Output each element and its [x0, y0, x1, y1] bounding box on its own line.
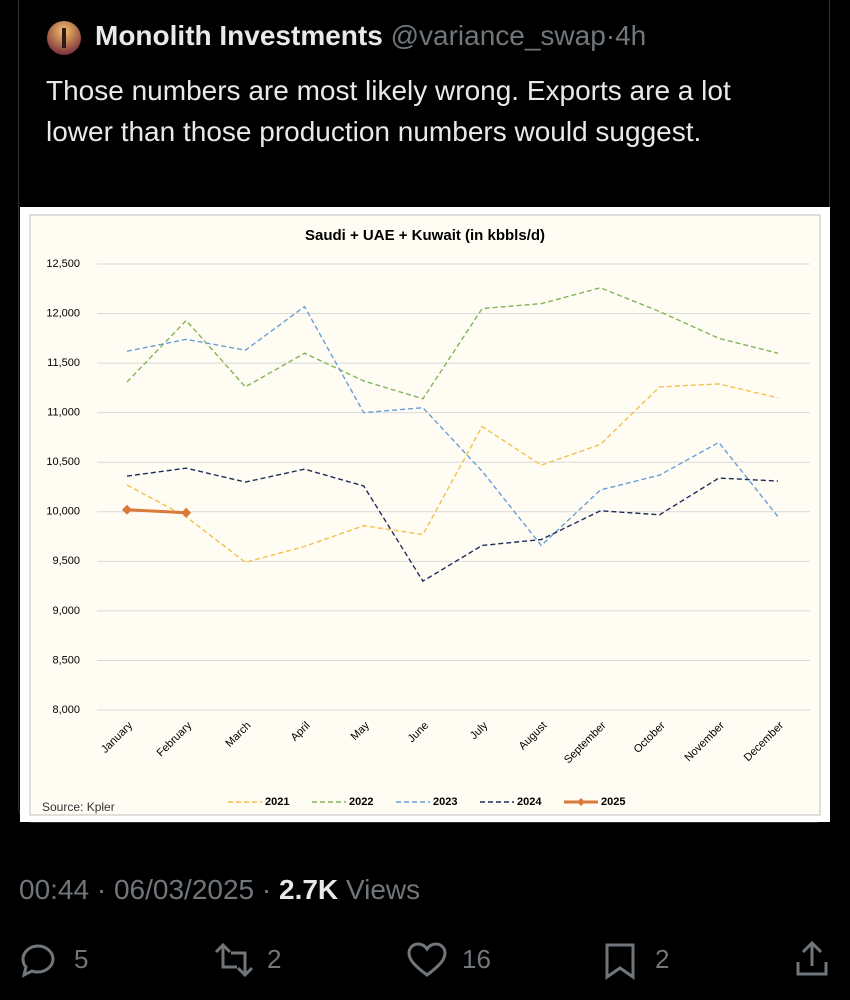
y-tick-label: 10,000: [46, 506, 80, 518]
separator: ·: [261, 874, 272, 905]
reply-count: 5: [74, 944, 89, 974]
post-time: 00:44: [19, 874, 90, 905]
view-count: 2.7K: [279, 874, 339, 905]
series-line: [126, 508, 187, 515]
chart-title: Saudi + UAE + Kuwait (in kbbls/d): [305, 227, 545, 244]
series-marker: [181, 507, 192, 518]
tweet-meta: 00:44 · 06/03/2025 · 2.7K Views: [19, 874, 420, 906]
series-line: [126, 305, 779, 547]
series-marker: [122, 504, 132, 515]
series-line: [126, 383, 779, 564]
tweet-age[interactable]: 4h: [615, 20, 647, 51]
series-line: [126, 287, 779, 400]
tweet-text: Those numbers are most likely wrong. Exp…: [46, 75, 731, 147]
legend-label: 2025: [601, 796, 625, 808]
like-icon[interactable]: [407, 942, 447, 978]
y-tick-label: 8,000: [52, 704, 80, 716]
y-tick-label: 10,500: [46, 456, 80, 468]
legend-label: 2021: [265, 796, 289, 808]
post-date: 06/03/2025: [113, 874, 255, 905]
repost-icon[interactable]: [212, 942, 256, 978]
y-tick-label: 9,000: [52, 605, 80, 617]
y-tick-label: 11,000: [47, 407, 80, 419]
author-name[interactable]: Monolith Investments: [95, 20, 383, 51]
legend-label: 2024: [517, 796, 542, 808]
bookmark-count: 2: [655, 944, 670, 974]
repost-count: 2: [267, 944, 282, 974]
chart-source: Source: Kpler: [42, 800, 115, 814]
avatar[interactable]: [46, 20, 82, 56]
legend-label: 2023: [433, 796, 457, 808]
author-handle[interactable]: @variance_swap: [390, 20, 606, 51]
y-tick-label: 11,500: [47, 357, 80, 369]
legend-label: 2022: [349, 796, 373, 808]
chart-area: [29, 214, 821, 816]
chart[interactable]: Saudi + UAE + Kuwait (in kbbls/d) Source…: [20, 207, 830, 822]
y-tick-label: 12,500: [46, 258, 80, 270]
series-line: [126, 467, 779, 583]
separator: ·: [605, 20, 616, 51]
share-icon[interactable]: [794, 940, 830, 978]
like-count: 16: [462, 944, 491, 974]
reply-icon[interactable]: [20, 942, 56, 978]
y-tick-label: 12,000: [46, 307, 80, 319]
y-tick-label: 8,500: [52, 654, 80, 666]
tweet-header: Monolith Investments @variance_swap·4h: [95, 20, 646, 52]
legend-marker: [577, 798, 585, 806]
separator: ·: [96, 874, 107, 905]
y-tick-label: 9,500: [52, 555, 80, 567]
views-label: Views: [345, 874, 421, 905]
bookmark-icon[interactable]: [604, 942, 636, 980]
